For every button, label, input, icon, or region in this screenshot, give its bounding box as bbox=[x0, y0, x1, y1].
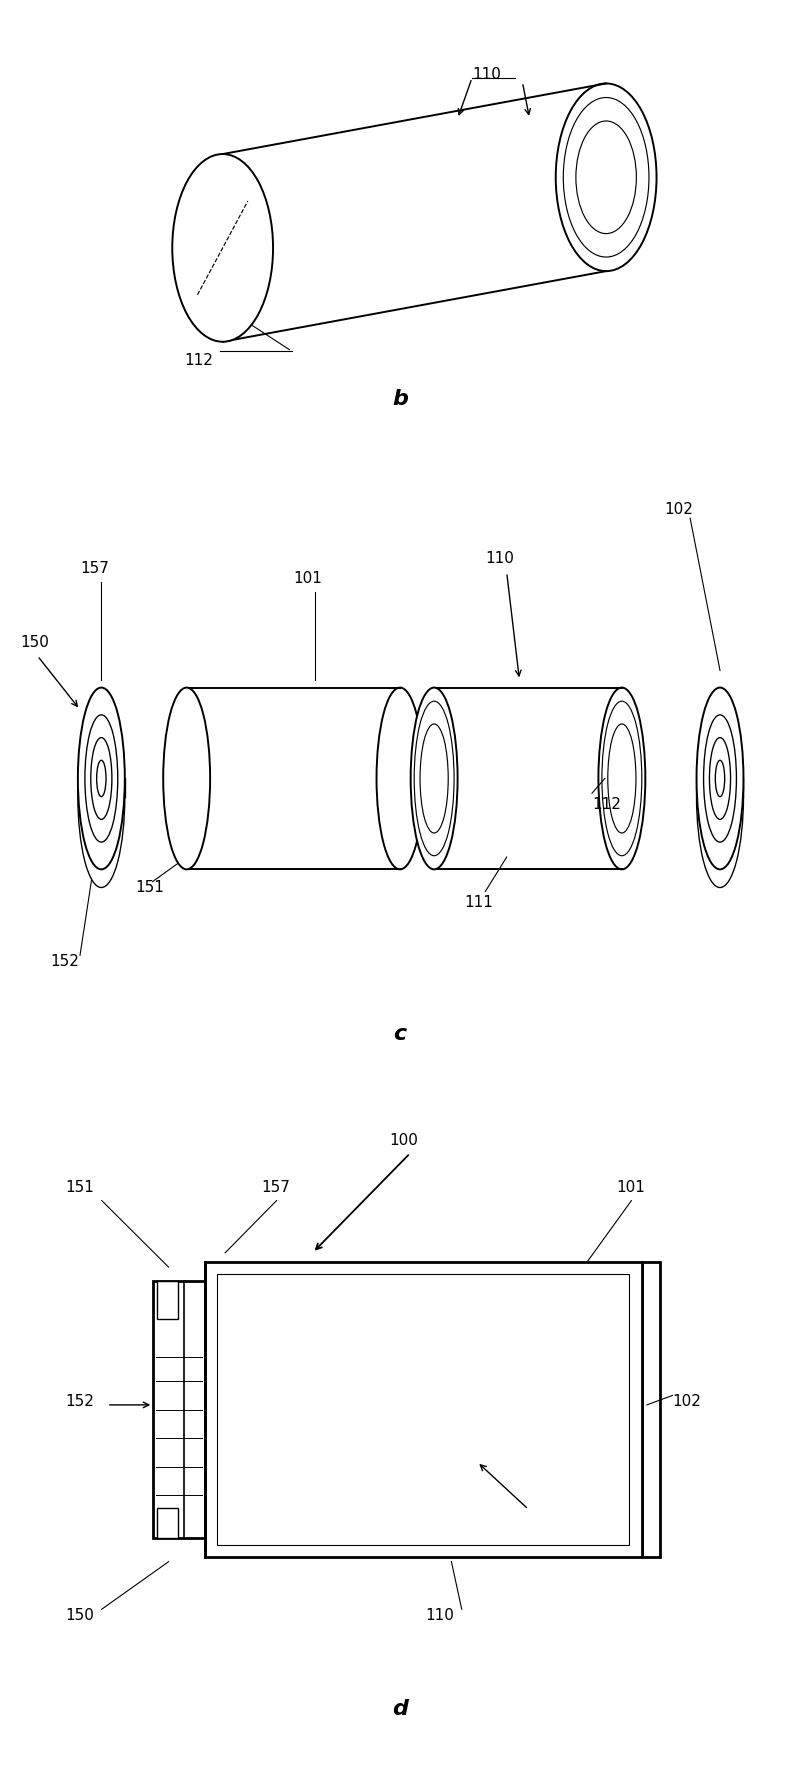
Text: 112: 112 bbox=[592, 796, 621, 812]
Text: 152: 152 bbox=[66, 1394, 94, 1408]
Text: 101: 101 bbox=[616, 1179, 645, 1195]
Text: 100: 100 bbox=[390, 1131, 418, 1147]
Ellipse shape bbox=[556, 85, 657, 271]
Text: 110: 110 bbox=[426, 1606, 454, 1622]
Text: 152: 152 bbox=[50, 954, 79, 968]
Text: 112: 112 bbox=[184, 353, 213, 367]
Text: b: b bbox=[392, 388, 408, 410]
Text: 151: 151 bbox=[135, 879, 164, 895]
Text: 150: 150 bbox=[66, 1606, 94, 1622]
Ellipse shape bbox=[697, 706, 743, 888]
Ellipse shape bbox=[172, 154, 273, 342]
Text: d: d bbox=[392, 1699, 408, 1718]
Ellipse shape bbox=[78, 688, 125, 871]
Ellipse shape bbox=[697, 688, 743, 871]
Text: 151: 151 bbox=[66, 1179, 94, 1195]
Text: 157: 157 bbox=[261, 1179, 290, 1195]
Bar bbox=[158, 1282, 178, 1319]
Bar bbox=[642, 1262, 660, 1557]
Bar bbox=[158, 1507, 178, 1539]
Ellipse shape bbox=[163, 688, 210, 871]
Text: 110: 110 bbox=[486, 551, 514, 566]
Text: 102: 102 bbox=[673, 1394, 702, 1408]
Ellipse shape bbox=[377, 688, 423, 871]
Ellipse shape bbox=[598, 688, 646, 871]
Text: 110: 110 bbox=[472, 67, 501, 82]
Text: 157: 157 bbox=[80, 560, 109, 576]
Bar bbox=[153, 1282, 205, 1539]
Bar bbox=[205, 1262, 642, 1557]
Ellipse shape bbox=[410, 688, 458, 871]
Text: c: c bbox=[394, 1023, 406, 1043]
Ellipse shape bbox=[78, 706, 125, 888]
Bar bbox=[218, 1275, 629, 1546]
Text: 101: 101 bbox=[294, 571, 322, 585]
Text: 111: 111 bbox=[464, 895, 493, 910]
Text: 150: 150 bbox=[20, 635, 49, 649]
Text: 102: 102 bbox=[665, 502, 694, 518]
